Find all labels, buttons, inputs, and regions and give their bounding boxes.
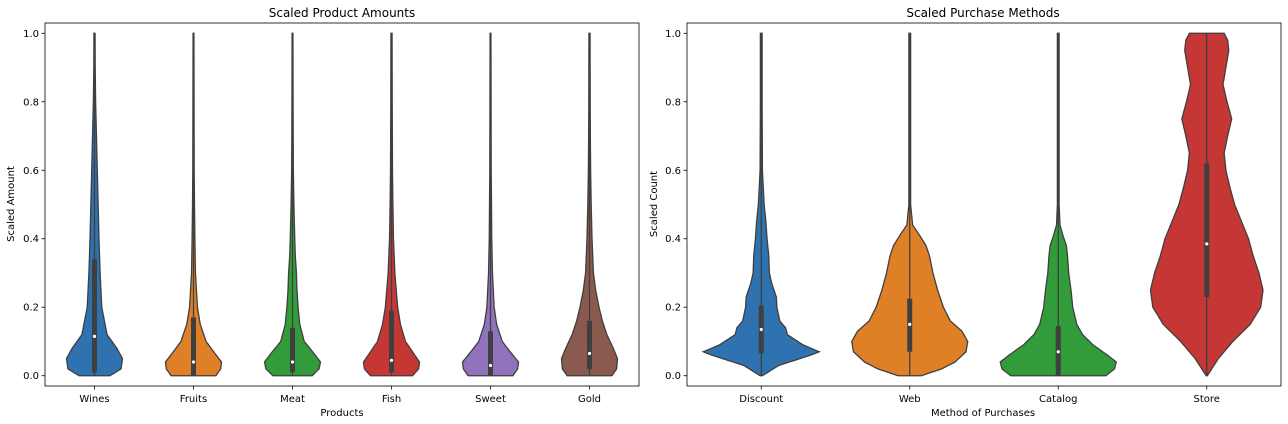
violins <box>65 32 619 377</box>
iqr-box <box>488 331 493 376</box>
y-tick-label: 0.8 <box>23 97 39 108</box>
plot-frame <box>44 22 640 387</box>
chart-title: Scaled Product Amounts <box>269 6 416 20</box>
x-tick-label: Catalog <box>1039 394 1077 405</box>
median-point <box>92 334 97 338</box>
purchase-methods-panel: Scaled Purchase Methods Method of Purcha… <box>649 6 1282 419</box>
y-tick-label: 1.0 <box>23 29 39 40</box>
y-axis-label: Scaled Amount <box>6 166 17 242</box>
x-tick-label: Wines <box>79 394 109 405</box>
median-point <box>1056 350 1060 354</box>
y-ticks: 0.0 0.2 0.4 0.6 0.8 1.0 <box>665 29 687 382</box>
median-point <box>191 360 196 364</box>
x-axis-label: Products <box>320 408 363 419</box>
x-tick-label: Fish <box>382 394 401 405</box>
median-point <box>389 358 394 362</box>
x-tick-label: Store <box>1194 394 1220 405</box>
x-tick-label: Meat <box>280 394 305 405</box>
median-point <box>488 363 493 368</box>
y-tick-label: 0.4 <box>23 234 39 245</box>
y-tick-label: 0.6 <box>23 166 39 177</box>
x-tick-label: Web <box>899 394 921 405</box>
median-point <box>1205 242 1209 246</box>
x-tick-label: Discount <box>739 394 783 405</box>
chart-title: Scaled Purchase Methods <box>906 6 1059 20</box>
y-tick-label: 0.0 <box>23 371 39 382</box>
x-axis-label: Method of Purchases <box>931 408 1035 419</box>
y-ticks: 0.0 0.2 0.4 0.6 0.8 1.0 <box>23 29 45 382</box>
median-point <box>290 360 295 364</box>
iqr-box <box>587 320 592 369</box>
plot-frame <box>686 22 1282 387</box>
x-tick-label: Fruits <box>180 394 207 405</box>
iqr-box <box>1204 163 1210 297</box>
x-ticks: Wines Fruits Meat Fish Sweet Gold <box>79 386 601 405</box>
x-tick-label: Sweet <box>475 394 506 405</box>
iqr-box <box>389 310 394 373</box>
median-point <box>587 351 592 356</box>
x-tick-label: Gold <box>578 394 601 405</box>
median-point <box>908 322 912 326</box>
y-tick-label: 0.2 <box>665 303 681 314</box>
median-point <box>759 327 763 332</box>
y-tick-label: 0.6 <box>665 166 681 177</box>
iqr-box <box>191 317 196 376</box>
x-ticks: Discount Web Catalog Store <box>739 386 1220 405</box>
y-tick-label: 0.0 <box>665 371 681 382</box>
violins <box>701 32 1264 377</box>
y-tick-label: 1.0 <box>665 29 681 40</box>
iqr-box <box>290 327 295 373</box>
y-tick-label: 0.4 <box>665 234 681 245</box>
y-axis-label: Scaled Count <box>649 171 660 237</box>
y-tick-label: 0.8 <box>665 97 681 108</box>
y-tick-label: 0.2 <box>23 303 39 314</box>
iqr-box <box>92 259 97 373</box>
product-amounts-panel: Scaled Product Amounts Products Scaled A… <box>6 6 640 419</box>
